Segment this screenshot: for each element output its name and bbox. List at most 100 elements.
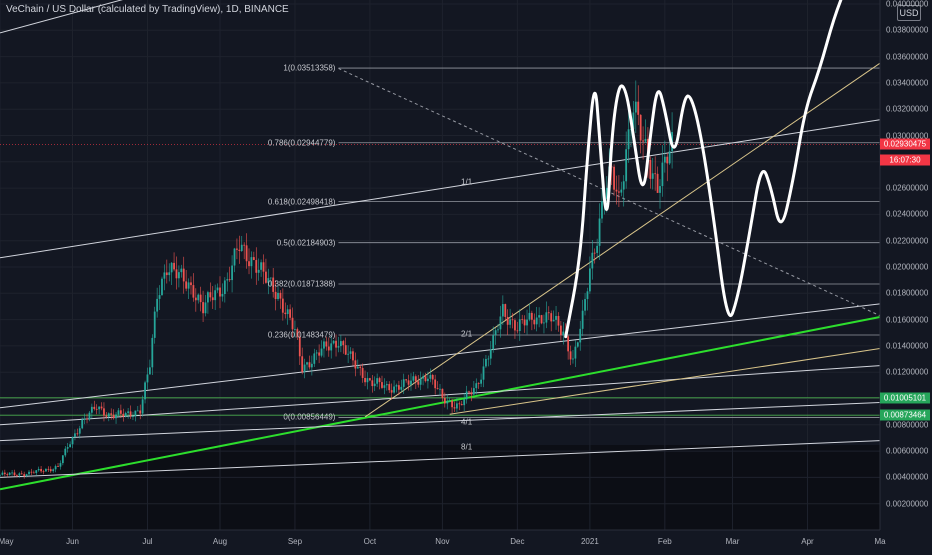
currency-badge[interactable]: USD xyxy=(897,5,921,21)
candle-body xyxy=(274,291,277,300)
candle-body xyxy=(190,282,192,286)
candle-body xyxy=(395,385,398,387)
gann-ratio-label: 2/1 xyxy=(461,329,473,339)
candle-body xyxy=(221,293,224,297)
candle-body xyxy=(318,352,321,356)
candle-body xyxy=(3,472,6,475)
candle-body xyxy=(45,468,47,472)
candle-body xyxy=(219,287,221,297)
price-tick-label: 0.04000000 xyxy=(886,0,929,9)
candle-body xyxy=(226,279,229,281)
candle-body xyxy=(504,304,507,317)
candle-body xyxy=(151,337,154,368)
green-support-trendline[interactable] xyxy=(0,315,881,491)
date-tick-label: 2021 xyxy=(580,537,599,546)
fib-level-label: 0.382(0.01871388) xyxy=(267,279,336,289)
candle-body xyxy=(528,312,531,320)
candle-body xyxy=(535,317,538,325)
candle-body xyxy=(668,151,671,164)
candle-body xyxy=(30,471,33,473)
candle-body xyxy=(245,245,248,262)
candle-body xyxy=(632,112,635,130)
candle-body xyxy=(136,410,139,412)
candle-body xyxy=(18,473,21,476)
candle-body xyxy=(593,252,596,254)
candle-body xyxy=(414,376,417,382)
candle-body xyxy=(581,310,584,329)
candle-body xyxy=(214,290,217,301)
candle-body xyxy=(359,366,362,368)
candle-body xyxy=(376,378,379,384)
candle-body xyxy=(644,138,647,142)
candle-body xyxy=(11,472,13,474)
price-tick-label: 0.02400000 xyxy=(886,209,929,219)
candle-body xyxy=(289,309,292,318)
candle-body xyxy=(405,379,408,381)
candle-body xyxy=(615,189,618,192)
gann-fan-line[interactable] xyxy=(449,348,881,415)
channel-trendline[interactable] xyxy=(0,119,881,259)
candle-body xyxy=(107,413,110,417)
candle-body xyxy=(439,388,441,390)
candle-body xyxy=(434,379,437,389)
candle-body xyxy=(88,412,91,420)
candle-body xyxy=(661,162,664,187)
candle-body xyxy=(666,156,669,164)
candle-body xyxy=(115,414,117,419)
price-tick-label: 0.02600000 xyxy=(886,183,929,193)
candle-body xyxy=(185,281,188,289)
candle-body xyxy=(393,386,395,393)
candle-body xyxy=(526,319,528,326)
candle-body xyxy=(100,406,103,409)
candle-body xyxy=(371,380,374,387)
candle-body xyxy=(574,346,577,359)
candle-body xyxy=(1,472,4,475)
candle-body xyxy=(83,418,86,420)
candle-body xyxy=(451,400,453,408)
candle-body xyxy=(134,410,137,417)
candle-body xyxy=(165,272,168,276)
price-tick-label: 0.00800000 xyxy=(886,420,929,430)
gann-fan-line[interactable] xyxy=(364,62,881,418)
candle-body xyxy=(175,269,178,279)
candle-body xyxy=(402,379,405,387)
channel-trendline[interactable] xyxy=(0,303,881,409)
candle-body xyxy=(417,381,420,385)
channel-trendline[interactable] xyxy=(0,440,881,478)
candle-body xyxy=(122,413,125,417)
candle-body xyxy=(124,412,127,417)
candle-body xyxy=(506,316,509,325)
candle-body xyxy=(419,378,422,385)
candle-body xyxy=(400,386,403,390)
candle-body xyxy=(605,187,608,199)
candle-body xyxy=(66,447,69,449)
candle-body xyxy=(231,265,233,281)
candle-body xyxy=(436,388,439,390)
candle-body xyxy=(427,378,429,382)
candle-body xyxy=(342,341,345,346)
channel-trendline[interactable] xyxy=(0,401,881,442)
candle-body xyxy=(584,299,586,311)
candle-body xyxy=(533,319,536,325)
candle-body xyxy=(620,189,623,193)
candle-body xyxy=(381,382,383,388)
candle-body xyxy=(35,470,38,474)
candle-body xyxy=(509,319,512,325)
candle-body xyxy=(523,319,526,326)
candle-body xyxy=(651,173,654,179)
date-tick-label: Jul xyxy=(142,537,153,546)
candle-body xyxy=(521,319,524,321)
candle-body xyxy=(559,325,562,336)
candle-body xyxy=(511,319,514,321)
candle-body xyxy=(112,414,115,419)
price-tick-label: 0.02000000 xyxy=(886,262,929,272)
candle-body xyxy=(54,466,57,470)
candle-body xyxy=(298,336,301,357)
projection-path[interactable] xyxy=(564,0,849,339)
candle-body xyxy=(538,315,541,318)
candle-body xyxy=(424,376,427,382)
candle-body xyxy=(460,404,463,406)
candle-body xyxy=(441,388,444,398)
